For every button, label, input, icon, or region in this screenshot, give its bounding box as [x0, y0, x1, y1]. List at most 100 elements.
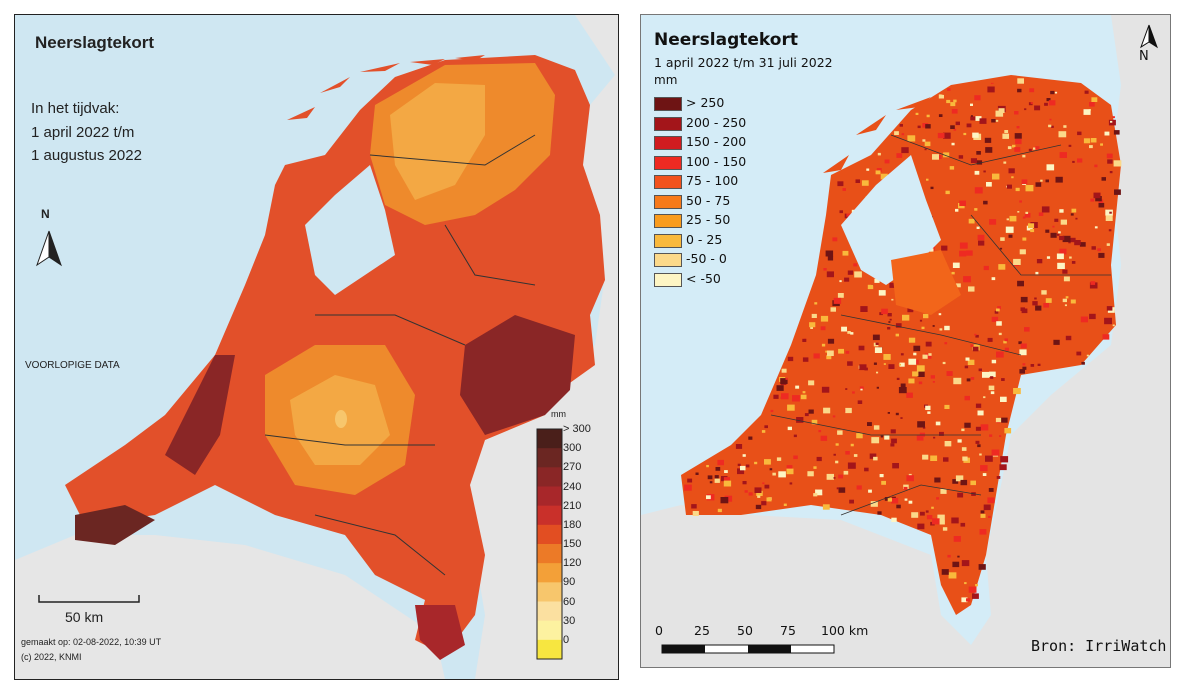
speckle-cell [1017, 280, 1024, 287]
speckle-cell [845, 350, 850, 354]
speckle-cell [961, 428, 965, 432]
speckle-cell [1048, 124, 1052, 128]
speckle-cell [936, 155, 942, 159]
speckle-cell [944, 325, 950, 331]
speckle-cell [1001, 378, 1005, 381]
speckle-cell [875, 342, 879, 345]
speckle-cell [890, 443, 895, 447]
speckle-cell [1046, 98, 1051, 102]
speckle-cell [1002, 133, 1009, 139]
speckle-cell [1020, 343, 1027, 349]
speckle-cell [966, 250, 973, 256]
speckle-cell [876, 168, 882, 172]
speckle-cell [930, 375, 935, 379]
speckle-cell [1021, 308, 1028, 314]
speckle-cell [1024, 213, 1031, 218]
speckle-cell [1094, 164, 1098, 168]
left-island-terschelling [360, 63, 400, 72]
speckle-cell [1059, 236, 1065, 241]
speckle-cell [1054, 218, 1059, 222]
speckle-cell [833, 297, 842, 304]
speckle-cell [1008, 168, 1015, 174]
speckle-cell [968, 218, 975, 224]
speckle-cell [881, 480, 886, 485]
speckle-cell [855, 179, 860, 183]
speckle-cell [735, 444, 743, 449]
speckle-cell [1045, 179, 1049, 183]
speckle-cell [913, 345, 921, 352]
speckle-cell [950, 125, 955, 129]
speckle-cell [989, 371, 996, 377]
speckle-cell [972, 132, 979, 138]
speckle-cell [941, 569, 949, 575]
speckle-cell [900, 417, 903, 419]
speckle-cell [780, 378, 788, 384]
speckle-cell [987, 86, 995, 93]
speckle-cell [908, 473, 912, 477]
speckle-cell [1049, 118, 1052, 121]
speckle-cell [1070, 299, 1076, 304]
speckle-cell [1089, 102, 1095, 107]
speckle-cell [939, 431, 944, 436]
speckle-cell [961, 560, 970, 567]
speckle-cell [859, 364, 867, 371]
speckle-cell [856, 433, 863, 439]
speckle-cell [975, 426, 981, 431]
speckle-cell [838, 487, 846, 493]
knmi-copyright: (c) 2022, KNMI [21, 652, 82, 662]
speckle-cell [1100, 143, 1103, 146]
speckle-cell [872, 334, 880, 341]
speckle-cell [826, 473, 834, 480]
speckle-cell [966, 598, 971, 602]
speckle-cell [1081, 361, 1085, 365]
speckle-cell [810, 326, 813, 329]
speckle-cell [946, 371, 953, 376]
speckle-cell [952, 262, 960, 268]
speckle-cell [714, 478, 720, 483]
speckle-cell [827, 338, 835, 344]
speckle-cell [1005, 226, 1014, 233]
knmi-precipitation-deficit-map: Neerslagtekort In het tijdvak: 1 april 2… [14, 14, 619, 680]
speckle-cell [845, 388, 848, 390]
speckle-cell [900, 383, 906, 388]
speckle-cell [927, 411, 931, 414]
speckle-cell [1038, 212, 1044, 216]
speckle-cell [991, 277, 996, 281]
speckle-cell [1079, 242, 1086, 247]
speckle-cell [1114, 189, 1121, 195]
speckle-cell [1053, 339, 1060, 345]
speckle-cell [964, 395, 970, 401]
speckle-cell [925, 510, 929, 513]
speckle-cell [1001, 417, 1008, 423]
speckle-cell [899, 124, 903, 127]
speckle-cell [764, 425, 768, 429]
speckle-cell [836, 487, 840, 490]
speckle-cell [1106, 306, 1113, 311]
right-north-label: N [1139, 49, 1149, 64]
legend-swatch [654, 253, 682, 267]
speckle-cell [953, 377, 962, 385]
speckle-cell [1030, 222, 1038, 228]
speckle-cell [813, 493, 818, 497]
speckle-cell [926, 515, 933, 520]
right-neighbour-land [641, 15, 1170, 667]
speckle-cell [980, 513, 986, 518]
right-island-ameland [941, 87, 976, 95]
left-colorbar [536, 428, 563, 660]
speckle-cell [818, 430, 822, 433]
speckle-cell [1060, 219, 1067, 225]
speckle-cell [1063, 125, 1067, 128]
speckle-cell [692, 511, 699, 516]
speckle-cell [871, 437, 880, 444]
speckle-cell [724, 470, 728, 473]
right-province-borders [770, 134, 1111, 516]
speckle-cell [1065, 335, 1072, 341]
preliminary-data-note: VOORLOPIGE DATA [25, 360, 120, 371]
right-legend-unit: mm [654, 73, 678, 87]
speckle-cell [901, 133, 905, 136]
speckle-cell [843, 470, 849, 475]
speckle-cell [1008, 234, 1013, 238]
speckle-cell [970, 158, 977, 163]
speckle-cell [854, 271, 862, 278]
speckle-cell [974, 170, 980, 175]
